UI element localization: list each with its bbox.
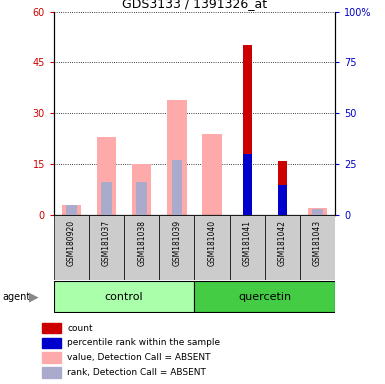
Text: GSM181042: GSM181042 [278, 220, 287, 266]
Bar [132, 164, 151, 215]
Bar [42, 367, 60, 378]
Text: value, Detection Call = ABSENT: value, Detection Call = ABSENT [67, 353, 211, 362]
Bar [172, 160, 182, 215]
Bar [42, 338, 60, 348]
Bar [167, 100, 186, 215]
Bar [243, 45, 251, 215]
Text: GSM181040: GSM181040 [208, 220, 216, 266]
Bar [300, 215, 335, 280]
Text: GSM181039: GSM181039 [172, 220, 181, 266]
Text: rank, Detection Call = ABSENT: rank, Detection Call = ABSENT [67, 368, 206, 377]
Bar [89, 215, 124, 280]
Text: GSM180920: GSM180920 [67, 220, 76, 266]
Text: agent: agent [2, 291, 30, 302]
Bar [62, 205, 81, 215]
Bar [278, 161, 287, 215]
Bar [101, 182, 112, 215]
Text: GSM181043: GSM181043 [313, 220, 322, 266]
Bar [54, 215, 89, 280]
Bar [54, 281, 194, 312]
Bar [308, 208, 327, 215]
Bar [278, 185, 287, 215]
Title: GDS3133 / 1391326_at: GDS3133 / 1391326_at [122, 0, 267, 10]
Bar [312, 209, 323, 215]
Bar [97, 137, 116, 215]
Text: percentile rank within the sample: percentile rank within the sample [67, 338, 221, 348]
Text: count: count [67, 324, 93, 333]
Bar [194, 215, 229, 280]
Text: GSM181041: GSM181041 [243, 220, 252, 266]
Text: quercetin: quercetin [238, 291, 291, 302]
Bar [229, 215, 265, 280]
Text: GSM181038: GSM181038 [137, 220, 146, 266]
Text: GSM181037: GSM181037 [102, 220, 111, 266]
Bar [66, 205, 77, 215]
Bar [42, 323, 60, 333]
Bar [42, 353, 60, 363]
Bar [124, 215, 159, 280]
Bar [136, 182, 147, 215]
Bar [194, 281, 335, 312]
Bar [243, 154, 251, 215]
Bar [203, 134, 222, 215]
Text: control: control [105, 291, 144, 302]
Bar [159, 215, 194, 280]
Bar [67, 208, 76, 215]
Bar [264, 215, 300, 280]
Text: ▶: ▶ [29, 290, 39, 303]
